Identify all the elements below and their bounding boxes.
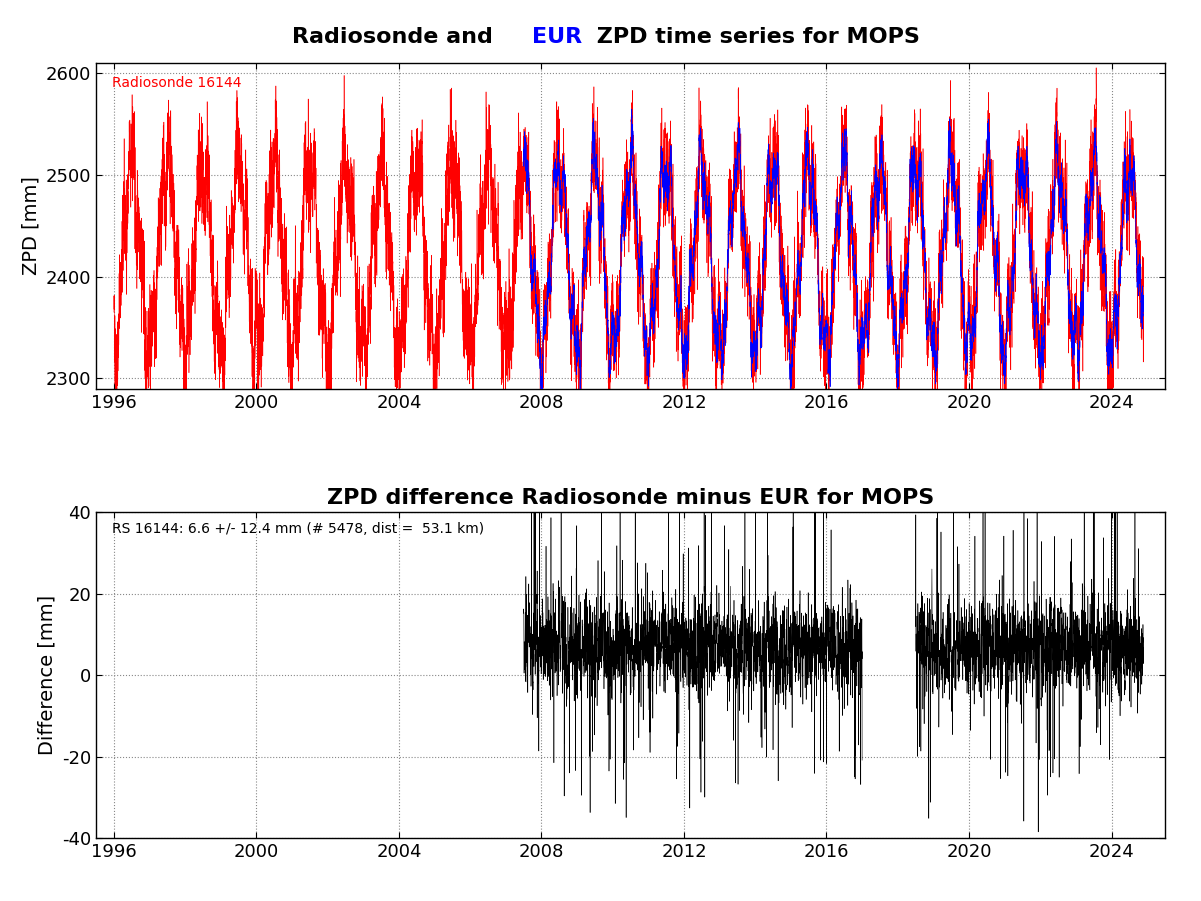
Text: ZPD time series for MOPS: ZPD time series for MOPS bbox=[590, 27, 920, 47]
Text: RS 16144: 6.6 +/- 12.4 mm (# 5478, dist =  53.1 km): RS 16144: 6.6 +/- 12.4 mm (# 5478, dist … bbox=[112, 522, 484, 536]
Text: Radiosonde and: Radiosonde and bbox=[292, 27, 501, 47]
Text: EUR: EUR bbox=[532, 27, 581, 47]
Y-axis label: Difference [mm]: Difference [mm] bbox=[37, 595, 56, 755]
Title: ZPD difference Radiosonde minus EUR for MOPS: ZPD difference Radiosonde minus EUR for … bbox=[327, 488, 934, 508]
Text: Radiosonde 16144: Radiosonde 16144 bbox=[112, 76, 241, 90]
Y-axis label: ZPD [mm]: ZPD [mm] bbox=[22, 177, 40, 276]
